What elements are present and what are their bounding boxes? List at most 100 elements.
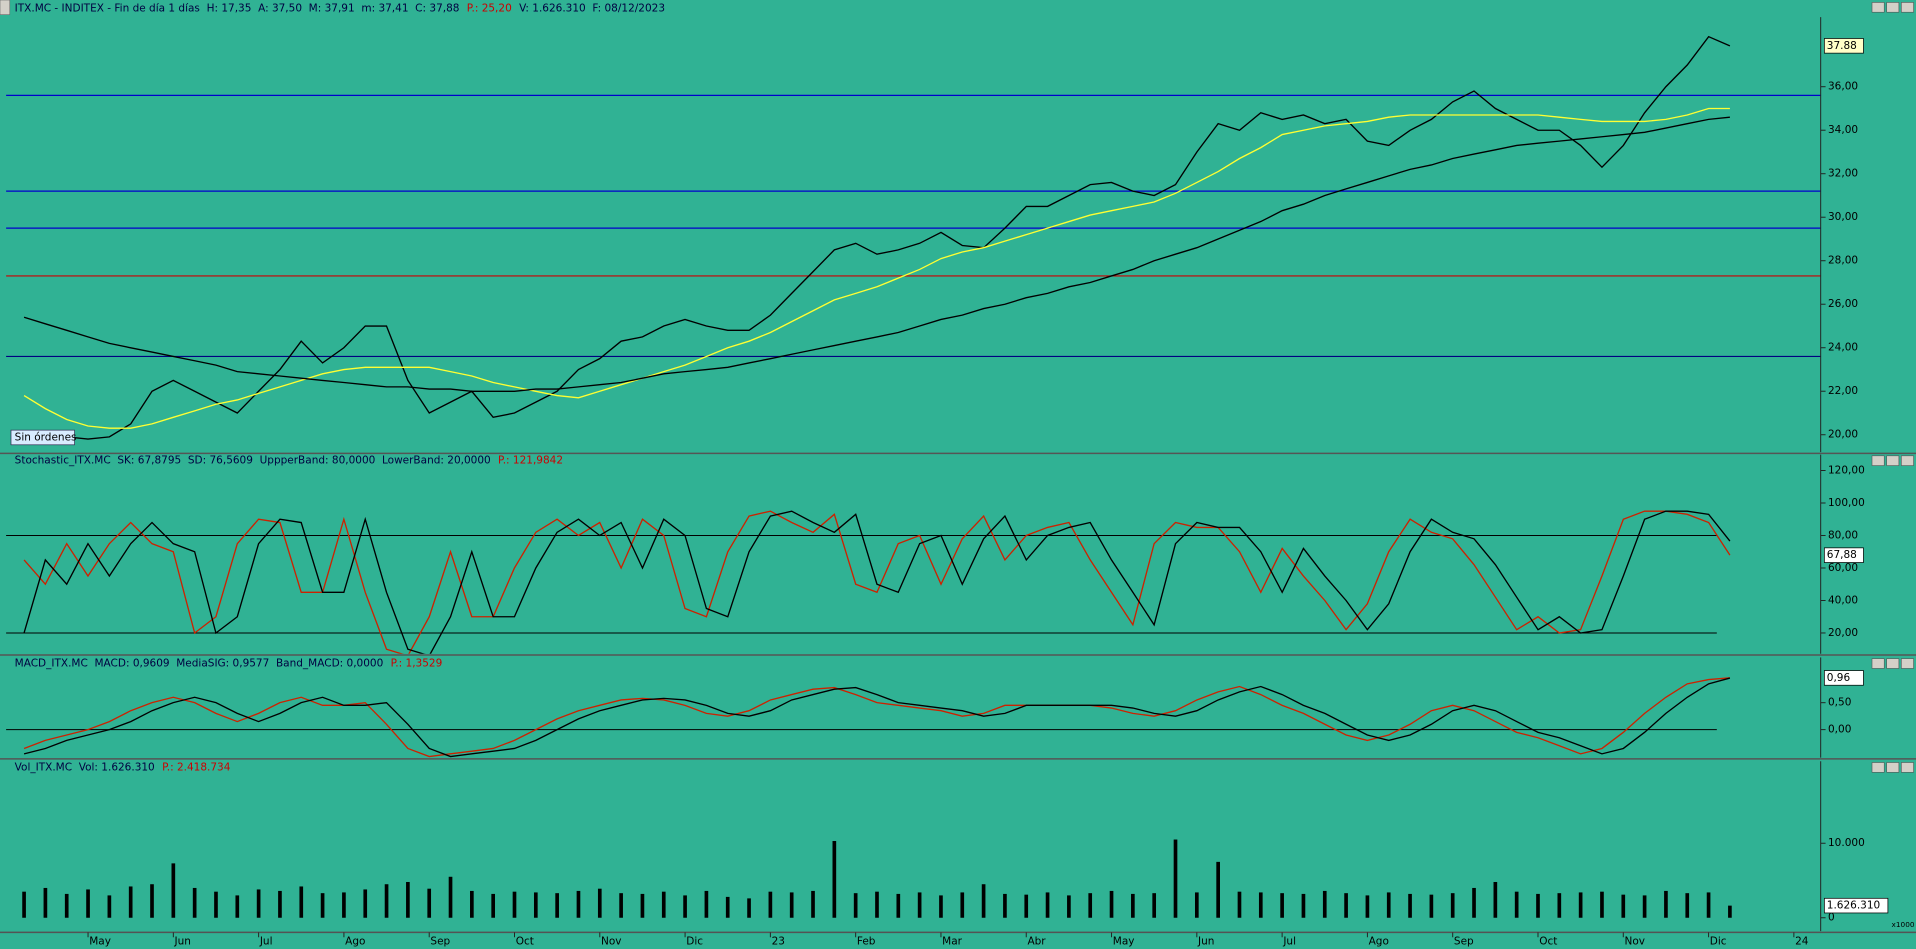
- volume-bar: [661, 891, 666, 918]
- orders-badge: Sin órdenes: [15, 431, 77, 443]
- volume-bar: [1429, 894, 1434, 918]
- volume-bar: [43, 887, 48, 918]
- window-button[interactable]: [1871, 2, 1885, 13]
- volume-bar: [1472, 887, 1476, 918]
- volume-bar: [1365, 895, 1370, 918]
- volume-bar: [789, 892, 794, 918]
- title-segment: V: 1.626.310 F: 08/12/2023: [519, 3, 665, 15]
- series-line: [24, 35, 1731, 440]
- y-tick-label: 40,00: [1828, 594, 1858, 606]
- y-tick-label: 100,00: [1828, 497, 1865, 509]
- y-tick-label: 80,00: [1828, 529, 1858, 541]
- volume-bar: [214, 891, 218, 918]
- x-tick-label: Jul: [1282, 936, 1296, 948]
- volume-bar: [1024, 894, 1029, 918]
- panel: [6, 35, 1821, 440]
- volume-bar: [1493, 881, 1498, 918]
- y-tick-label: 36,00: [1828, 81, 1858, 93]
- y-tick-label: 24,00: [1828, 342, 1858, 354]
- series-line: [23, 510, 1731, 654]
- volume-bar: [1088, 893, 1093, 918]
- title-segment: Stochastic_ITX.MC SK: 67,8795 SD: 76,560…: [15, 455, 491, 467]
- volume-bar: [683, 895, 687, 918]
- window-button[interactable]: [1901, 2, 1914, 13]
- y-tick-label: 0,00: [1828, 724, 1851, 736]
- window-button[interactable]: [1886, 455, 1900, 466]
- volume-bar: [555, 893, 559, 918]
- last-value-box: [1823, 547, 1864, 563]
- volume-bar: [1301, 893, 1306, 918]
- volume-bar: [747, 898, 751, 918]
- y-tick-label: 30,00: [1828, 211, 1858, 223]
- last-value-label: 1.626.310: [1827, 900, 1880, 912]
- volume-bar: [1728, 905, 1732, 918]
- series-line: [23, 107, 1730, 429]
- volume-bar: [1600, 891, 1604, 918]
- volume-bar: [1216, 861, 1220, 918]
- volume-bar: [1131, 893, 1135, 918]
- x-tick-label: Oct: [516, 936, 534, 948]
- volume-bar: [1578, 892, 1583, 918]
- volume-bar: [768, 891, 773, 918]
- x-tick-label: 23: [772, 936, 785, 948]
- window-button[interactable]: [1886, 658, 1900, 669]
- volume-bar: [875, 891, 879, 918]
- window-button[interactable]: [1901, 762, 1914, 773]
- x-tick-label: Jun: [1197, 936, 1214, 948]
- window-button[interactable]: [1901, 658, 1914, 669]
- volume-bar: [1003, 893, 1007, 918]
- volume-bar: [512, 891, 517, 918]
- window-button[interactable]: [1886, 762, 1900, 773]
- volume-bar: [1450, 893, 1455, 918]
- panel: [22, 839, 1732, 918]
- volume-bar: [384, 884, 389, 918]
- panel: [6, 510, 1731, 654]
- volume-bar: [299, 886, 304, 918]
- volume-bar: [448, 876, 453, 918]
- volume-bar: [150, 884, 154, 918]
- volume-bar: [576, 890, 581, 918]
- window-button[interactable]: [1871, 762, 1885, 773]
- window-button[interactable]: [1871, 658, 1885, 669]
- series-line: [23, 510, 1731, 654]
- volume-bar: [1621, 894, 1626, 918]
- volume-bar: [1258, 892, 1263, 918]
- x-tick-label: Feb: [857, 936, 876, 948]
- volume-bar: [725, 896, 730, 918]
- volume-bar: [22, 891, 26, 918]
- menu-icon[interactable]: [0, 0, 11, 15]
- x-tick-label: Dic: [686, 936, 703, 948]
- unit-label: x1000: [1892, 920, 1915, 929]
- volume-bar: [917, 892, 922, 918]
- window-button[interactable]: [1871, 455, 1885, 466]
- volume-bar: [640, 893, 645, 918]
- last-value-box: [1823, 670, 1864, 686]
- y-tick-label: 20,00: [1828, 429, 1858, 441]
- window-button[interactable]: [1901, 455, 1914, 466]
- panel-title: MACD_ITX.MC MACD: 0,9609 MediaSIG: 0,957…: [15, 658, 443, 670]
- y-tick-label: 26,00: [1828, 298, 1858, 310]
- panel-title: Vol_ITX.MC Vol: 1.626.310 P.: 2.418.734: [15, 761, 231, 773]
- volume-bar: [128, 886, 133, 918]
- x-tick-label: Abr: [1027, 936, 1046, 948]
- volume-bar: [1045, 892, 1050, 918]
- volume-bar: [192, 887, 197, 918]
- volume-bar: [320, 893, 325, 918]
- title-segment: P.: 1,3529: [391, 658, 443, 670]
- volume-bar: [1237, 891, 1242, 918]
- volume-bar: [1067, 895, 1071, 918]
- volume-bar: [1514, 891, 1519, 918]
- volume-bar: [1152, 893, 1157, 918]
- volume-bar: [1557, 893, 1562, 918]
- panel: [6, 677, 1731, 758]
- window-button[interactable]: [1886, 2, 1900, 13]
- volume-bar: [363, 889, 368, 918]
- y-tick-label: 0: [1828, 912, 1835, 924]
- series-line: [23, 677, 1731, 758]
- volume-bar: [1109, 890, 1114, 918]
- title-segment: Vol_ITX.MC Vol: 1.626.310: [15, 761, 155, 773]
- volume-bar: [896, 893, 901, 918]
- x-tick-label: 24: [1795, 936, 1809, 948]
